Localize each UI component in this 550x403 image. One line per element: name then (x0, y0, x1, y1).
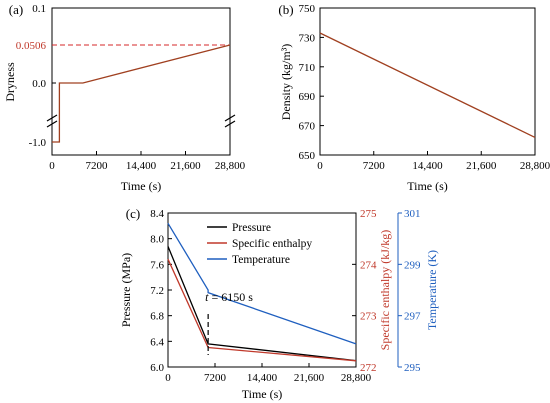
temperature-tick-label: 299 (404, 259, 421, 271)
x-tick-label: 21,600 (170, 160, 201, 172)
x-tick-label: 7200 (86, 160, 109, 172)
x-tick-label: 14,400 (126, 160, 157, 172)
pressure-tick-label: 6.8 (150, 311, 164, 323)
pressure-axis-label: Pressure (MPa) (119, 253, 133, 327)
axis-break-mark (46, 120, 58, 128)
y-tick-label: 750 (299, 3, 316, 15)
panel-c-frame (167, 212, 357, 368)
enthalpy-tick-label: 272 (360, 362, 377, 374)
x-axis-label: Time (s) (242, 387, 283, 401)
legend-label: Pressure (232, 222, 271, 234)
legend-label: Temperature (232, 254, 290, 266)
enthalpy-tick-label: 275 (360, 208, 377, 220)
panel-b-frame (319, 7, 536, 156)
axis-break-mark (46, 114, 58, 122)
x-tick-label: 0 (165, 372, 171, 384)
panel-c-label: (c) (126, 206, 140, 221)
temperature-tick-label: 297 (404, 311, 421, 323)
y-tick-label: -1.0 (29, 137, 47, 149)
axis-break-mark (224, 120, 236, 128)
specific-enthalpy-line (167, 258, 357, 362)
temperature-axis-label: Temperature (K) (425, 250, 439, 330)
pressure-tick-label: 6.0 (150, 362, 164, 374)
x-axis-label: Time (s) (407, 179, 448, 193)
pressure-tick-label: 8.0 (150, 234, 164, 246)
temperature-line (167, 222, 357, 345)
pressure-line (167, 246, 357, 362)
pressure-tick-label: 6.4 (150, 336, 164, 348)
dryness-line (52, 44, 231, 143)
y-axis-label: Density (kg/m³) (279, 44, 293, 121)
legend-label: Specific enthalpy (232, 238, 312, 250)
panel-b-label: (b) (278, 2, 293, 17)
y-tick-label: 650 (299, 150, 316, 162)
x-tick-label: 14,400 (247, 372, 278, 384)
pressure-tick-label: 8.4 (150, 208, 164, 220)
panel-a-label: (a) (9, 2, 23, 17)
x-tick-label: 7200 (204, 372, 227, 384)
temperature-tick-label: 301 (404, 208, 421, 220)
density-line (319, 32, 536, 138)
x-tick-label: 28,800 (341, 372, 372, 384)
x-tick-label: 28,800 (215, 160, 246, 172)
x-tick-label: 28,800 (520, 160, 550, 172)
x-axis-label: Time (s) (121, 179, 162, 193)
temperature-tick-label: 295 (404, 362, 421, 374)
enthalpy-tick-label: 273 (360, 311, 377, 323)
y-tick-label: 710 (299, 62, 316, 74)
x-tick-label: 21,600 (466, 160, 497, 172)
x-tick-label: 0 (49, 160, 55, 172)
enthalpy-axis-label: Specific enthalpy (kJ/kg) (378, 230, 392, 351)
y-axis-label: Dryness (3, 62, 17, 102)
y-tick-label: 670 (299, 121, 316, 133)
x-tick-label: 21,600 (294, 372, 325, 384)
x-tick-label: 14,400 (412, 160, 443, 172)
x-tick-label: 7200 (363, 160, 386, 172)
y-tick-label: 0.1 (32, 3, 46, 15)
event-annotation: t = 6150 s (205, 290, 253, 304)
pressure-tick-label: 7.6 (150, 259, 164, 271)
reference-line-label: 0.0506 (16, 40, 47, 52)
pressure-tick-label: 7.2 (150, 285, 164, 297)
y-tick-label: 0.0 (32, 78, 46, 90)
enthalpy-tick-label: 274 (360, 259, 377, 271)
axis-break-mark (224, 114, 236, 122)
y-tick-label: 730 (299, 32, 316, 44)
y-tick-label: 690 (299, 91, 316, 103)
panel-a-frame (51, 7, 231, 156)
x-tick-label: 0 (317, 160, 323, 172)
